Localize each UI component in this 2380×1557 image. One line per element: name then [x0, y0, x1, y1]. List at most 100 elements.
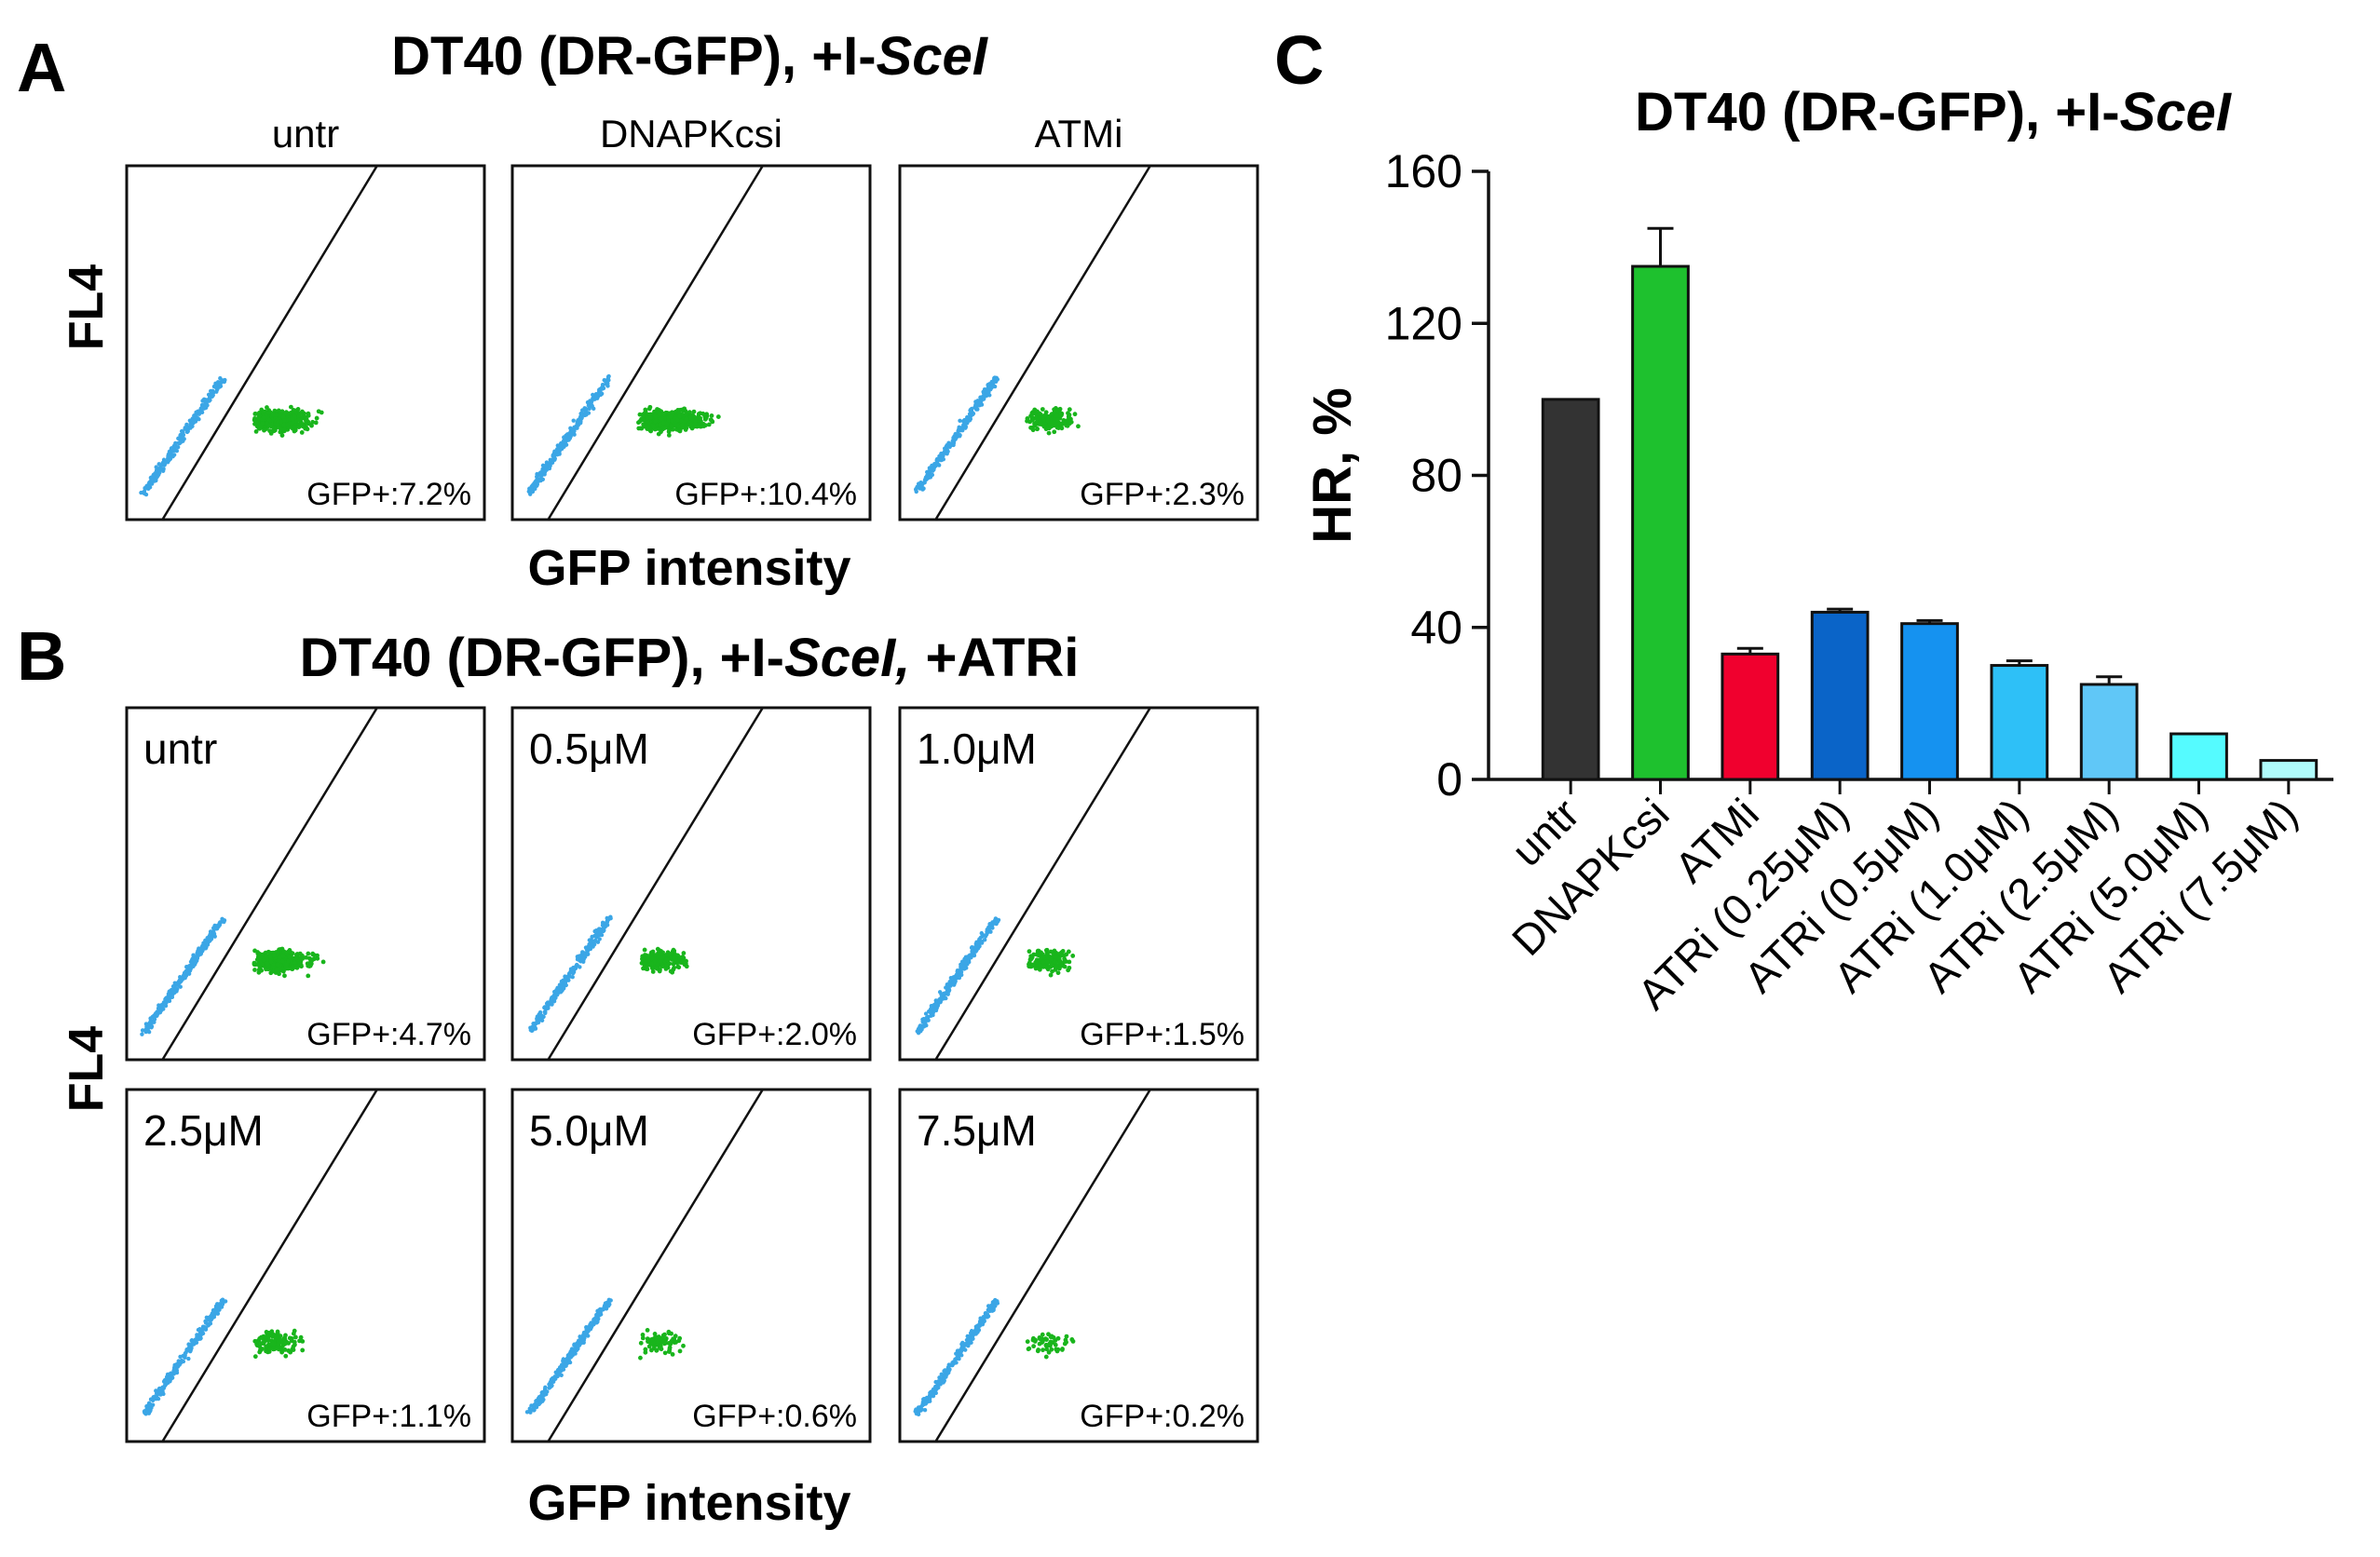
gfp-negative-dot: [957, 975, 962, 981]
gfp-negative-dot: [987, 393, 992, 398]
gfp-negative-dot: [580, 412, 585, 416]
gfp-positive-dot: [649, 1336, 655, 1342]
gfp-negative-dot: [561, 984, 565, 989]
gfp-negative-dot: [168, 451, 173, 455]
gfp-negative-dot: [595, 1308, 600, 1314]
gfp-negative-dot: [551, 993, 557, 997]
gfp-positive-dot: [659, 955, 664, 960]
gfp-positive-dot: [1061, 420, 1067, 426]
gfp-negative-dot: [161, 1391, 166, 1397]
gfp-positive-dot: [300, 409, 305, 414]
gfp-negative-dot: [216, 1304, 222, 1309]
gfp-positive-dot: [1044, 965, 1050, 970]
gfp-positive-dot: [292, 409, 297, 414]
gfp-negative-dot: [220, 918, 224, 923]
plot-frame: [898, 164, 1259, 521]
gfp-positive-dot: [288, 1349, 293, 1355]
gfp-negative-dot: [155, 474, 159, 480]
gfp-negative-dot: [597, 390, 603, 395]
gfp-positive-dot: [670, 418, 675, 424]
gfp-positive-dot: [667, 1347, 673, 1352]
panel-b-x-label: GFP intensity: [527, 1475, 850, 1531]
gfp-negative-dot: [211, 1310, 216, 1316]
y-tick-label: 40: [1410, 602, 1462, 654]
gfp-positive-dot: [1072, 412, 1078, 417]
gfp-negative-dot: [955, 1355, 959, 1360]
gfp-positive-dot: [1053, 1342, 1058, 1347]
gfp-negative-dot: [971, 949, 976, 955]
gfp-negative-dot: [538, 1396, 543, 1401]
gfp-positive-dot: [1060, 1347, 1065, 1351]
gfp-negative-dot: [939, 457, 944, 463]
gfp-positive-dot: [305, 961, 310, 967]
gfp-negative-dot: [995, 918, 1000, 923]
gfp-positive-dot: [1066, 949, 1071, 955]
gfp-positive-dot: [679, 407, 685, 413]
gfp-positive-dot: [706, 422, 712, 427]
gfp-positive-dot: [654, 1347, 660, 1353]
gfp-positive-dot: [270, 413, 276, 417]
gfp-positive-dot: [1028, 425, 1033, 430]
gfp-negative-dot: [966, 1342, 971, 1347]
gfp-positive-dot: [645, 1336, 650, 1342]
gfp-negative-dot: [551, 999, 557, 1004]
gfp-positive-dot: [675, 953, 680, 958]
bar: [1541, 398, 1600, 781]
gfp-positive-dot: [636, 420, 641, 426]
gfp-positive-dot: [646, 424, 651, 429]
gfp-positive-dot: [677, 428, 683, 434]
gfp-negative-dot: [590, 934, 594, 940]
gate-line: [161, 165, 378, 521]
gfp-positive-dot: [1043, 1336, 1048, 1342]
gfp-negative-dot: [171, 443, 177, 449]
gfp-negative-dot: [990, 379, 996, 384]
gfp-negative-dot: [547, 466, 552, 471]
gfp-negative-dot: [592, 396, 598, 400]
gfp-negative-dot: [207, 1316, 212, 1321]
gfp-positive-dot: [684, 416, 689, 422]
gfp-negative-dot: [195, 955, 200, 959]
gfp-negative-dot: [177, 978, 183, 982]
gfp-positive-dot: [1056, 966, 1062, 971]
gfp-negative-dot: [950, 441, 956, 446]
gfp-positive-dot: [253, 428, 259, 434]
bar: [2169, 732, 2228, 781]
gfp-negative-dot: [193, 418, 197, 423]
gfp-positive-dot: [688, 422, 694, 427]
gfp-positive-dot: [252, 948, 257, 954]
gfp-negative-dot: [183, 1351, 188, 1356]
gfp-positive-dot: [672, 955, 676, 960]
gfp-negative-dot: [597, 937, 602, 941]
gfp-negative-dot: [926, 475, 932, 481]
gfp-negative-dot: [982, 396, 986, 400]
gfp-negative-dot: [586, 411, 592, 415]
gfp-negative-dot: [208, 395, 212, 399]
gfp-positive-dot: [1048, 1334, 1054, 1340]
gfp-positive-dot: [305, 426, 310, 432]
gfp-negative-dot: [537, 1401, 543, 1405]
gfp-negative-dot: [592, 1320, 598, 1325]
plot-header: untr: [143, 724, 217, 773]
plot-frame: [125, 1088, 486, 1443]
gfp-negative-dot: [167, 993, 172, 998]
gfp-positive-dot: [268, 970, 274, 976]
gfp-negative-dot: [150, 1398, 156, 1403]
gfp-negative-dot: [558, 442, 563, 447]
gfp-positive-dot: [660, 964, 665, 968]
gfp-positive-dot: [687, 410, 692, 415]
gfp-positive-dot: [679, 960, 685, 966]
gfp-negative-dot: [592, 939, 597, 944]
gfp-positive-dot: [306, 973, 311, 979]
gfp-negative-dot: [963, 1347, 968, 1352]
panel-a-x-label: GFP intensity: [527, 540, 850, 596]
gfp-positive-dot: [653, 413, 658, 418]
gfp-negative-dot: [181, 430, 185, 435]
gfp-negative-dot: [562, 1362, 567, 1367]
gfp-positive-dot: [674, 417, 680, 423]
plot-frame: [510, 706, 872, 1062]
gfp-positive-dot: [281, 418, 287, 423]
gfp-negative-dot: [545, 1389, 550, 1394]
gfp-negative-dot: [542, 469, 547, 475]
